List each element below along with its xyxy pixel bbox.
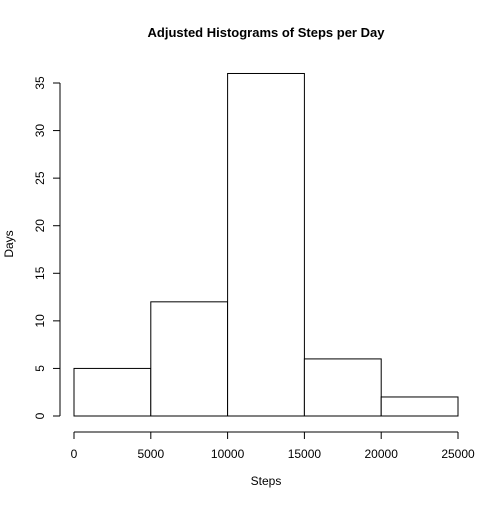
- y-tick-label: 15: [33, 266, 47, 280]
- histogram-bar-3: [227, 72, 305, 417]
- chart-title: Adjusted Histograms of Steps per Day: [148, 25, 386, 40]
- y-tick-label: 25: [33, 171, 47, 185]
- histogram-bar-5: [380, 396, 459, 417]
- x-tick-label: 0: [71, 447, 78, 461]
- y-axis: 0 5 10 15 20 25 30 35: [33, 76, 61, 419]
- y-tick-label: 10: [33, 314, 47, 328]
- y-tick-label: 35: [33, 76, 47, 90]
- y-tick-label: 0: [33, 412, 47, 419]
- x-axis-title: Steps: [251, 474, 282, 488]
- y-axis-title: Days: [2, 230, 16, 257]
- x-tick-label: 20000: [365, 447, 399, 461]
- histogram-bar-4: [303, 358, 382, 417]
- y-tick-label: 5: [33, 365, 47, 372]
- x-tick-label: 25000: [441, 447, 475, 461]
- histogram-bar-1: [73, 367, 152, 417]
- x-tick-label: 5000: [137, 447, 164, 461]
- y-tick-label: 20: [33, 219, 47, 233]
- histogram-bar-2: [150, 301, 229, 417]
- y-tick-label: 30: [33, 124, 47, 138]
- bars-group: [73, 72, 459, 417]
- x-tick-label: 10000: [211, 447, 245, 461]
- x-tick-label: 15000: [288, 447, 322, 461]
- x-axis: 0 5000 10000 15000 20000 25000: [71, 431, 475, 461]
